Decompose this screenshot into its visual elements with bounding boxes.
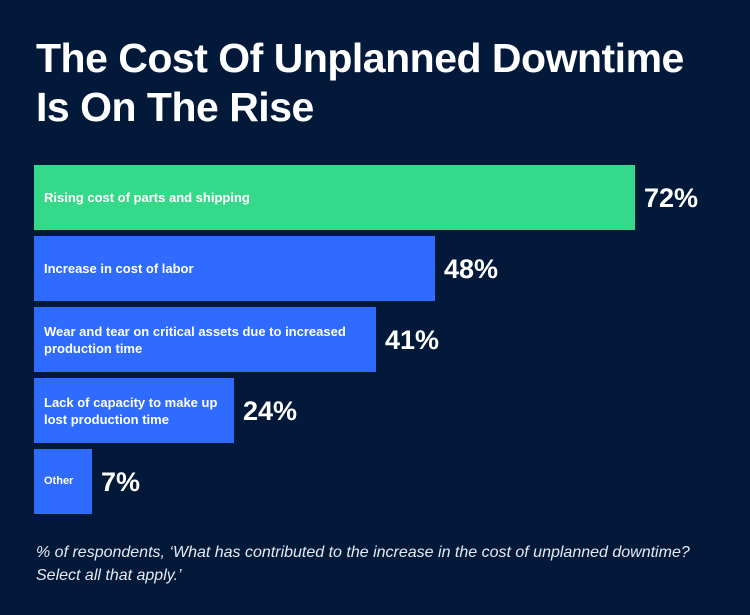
chart-footnote: % of respondents, ‘What has contributed … xyxy=(36,544,690,584)
bar: Wear and tear on critical assets due to … xyxy=(34,307,376,372)
bar-category-label: Rising cost of parts and shipping xyxy=(44,190,250,205)
bar-category-label: Increase in cost of labor xyxy=(44,261,194,276)
bar-value-label: 7% xyxy=(101,466,141,497)
bar-category-label: Other xyxy=(44,475,74,487)
bar-value-label: 24% xyxy=(243,395,298,426)
bar: Other xyxy=(34,449,92,514)
chart-title: The Cost Of Unplanned Downtime Is On The… xyxy=(36,35,684,130)
bar: Rising cost of parts and shipping xyxy=(34,165,635,230)
bar-value-label: 48% xyxy=(444,253,499,284)
bar-category-label: Wear and tear on critical assets due to … xyxy=(44,323,346,356)
bar: Lack of capacity to make up lost product… xyxy=(34,378,234,443)
bar-category-label: Lack of capacity to make up lost product… xyxy=(44,394,218,427)
bar-value-label: 41% xyxy=(385,324,440,355)
bar-value-label: 72% xyxy=(644,182,699,213)
bar: Increase in cost of labor xyxy=(34,236,435,301)
